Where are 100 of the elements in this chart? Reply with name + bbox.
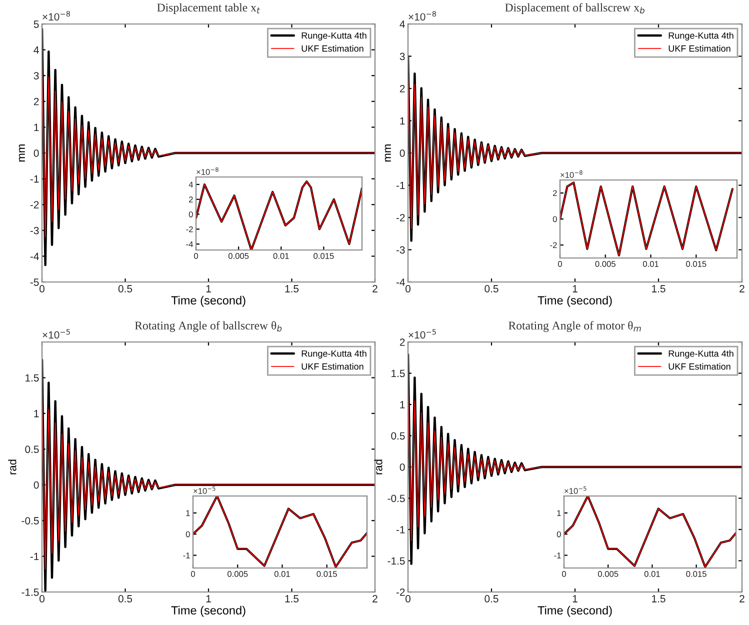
x-tick-label: 0.5: [484, 595, 498, 602]
x-tick-label: 0.015: [686, 261, 706, 267]
y-axis-title: mm: [384, 144, 391, 162]
x-tick-label: 1: [572, 595, 578, 602]
y-tick-label: -4: [186, 241, 193, 248]
legend-label: UKF Estimation: [302, 45, 364, 52]
x-tick-label: 2: [740, 285, 744, 292]
chart-title: Rotating Angle of ballscrew θ$_{b}$: [134, 321, 282, 332]
x-tick-label: 0.005: [595, 261, 616, 267]
y-tick-label: 1: [400, 117, 405, 125]
x-tick-label: 0.005: [228, 253, 249, 259]
legend-label: Runge-Kutta 4th: [302, 32, 366, 41]
text: ×10$^{−8}$: [42, 11, 70, 21]
y-tick-label: -0.5: [22, 517, 39, 524]
y-tick-label: -2: [550, 242, 557, 248]
y-tick-label: -2: [186, 226, 193, 232]
legend-label: Runge-Kutta 4th: [668, 350, 734, 359]
y-tick-label: -1: [396, 182, 405, 190]
legend-label: UKF Estimation: [302, 363, 364, 370]
y-tick-label: 0: [400, 150, 405, 157]
y-tick-label: 0: [188, 211, 193, 218]
y-tick-label: 2: [34, 98, 39, 106]
x-tick-label: 0.01: [274, 571, 290, 577]
x-tick-label: 0.015: [316, 571, 337, 577]
chart-title: Displacement of ballscrew x$_{b}$: [505, 3, 644, 14]
x-tick-label: 1: [572, 285, 578, 292]
y-tick-label: -5: [30, 278, 39, 286]
chart-title: Rotating Angle of motor θ$_{m}$: [508, 321, 641, 332]
y-tick-label: 0: [34, 481, 39, 489]
y-tick-label: 3: [400, 52, 405, 60]
x-tick-label: 0.5: [118, 285, 132, 292]
y-tick-label: -1.5: [388, 557, 405, 565]
legend-label: UKF Estimation: [668, 45, 730, 52]
x-tick-label: 2: [372, 285, 378, 292]
y-tick-label: -0.5: [388, 494, 405, 502]
x-tick-label: 2: [740, 595, 744, 602]
y-tick-label: 0: [400, 464, 405, 471]
x-tick-label: 0: [40, 595, 44, 602]
line-series: [42, 28, 375, 266]
x-tick-label: 1: [206, 285, 211, 292]
x-axis-title: Time (second): [171, 296, 246, 307]
y-tick-label: -2: [30, 201, 39, 208]
x-tick-label: 0.5: [484, 285, 498, 292]
y-tick-label: 0: [186, 531, 190, 538]
y-tick-label: 4: [34, 46, 39, 54]
x-tick-label: 0.005: [598, 571, 618, 577]
y-tick-label: 0: [552, 216, 557, 222]
y-tick-label: 0: [556, 531, 561, 538]
y-tick-label: 1: [186, 510, 190, 516]
x-tick-label: 1.5: [285, 595, 299, 602]
annotation: ×10$^{−5}$: [194, 486, 216, 494]
y-tick-label: 1: [34, 410, 39, 418]
y-tick-label: 0.5: [25, 446, 39, 454]
y-axis-title: rad: [374, 460, 382, 474]
x-tick-label: 0.01: [273, 253, 289, 259]
y-tick-label: -1: [396, 526, 405, 534]
y-tick-label: -4: [30, 252, 39, 260]
text: ×10$^{−5}$: [408, 329, 436, 339]
y-tick-label: 4: [188, 182, 193, 188]
x-tick-label: 0.005: [228, 571, 248, 577]
x-tick-label: 1.5: [652, 595, 666, 602]
x-axis-title: Time (second): [538, 606, 612, 617]
annotation: ×10$^{−8}$: [196, 167, 218, 175]
x-tick-label: 1.5: [652, 285, 666, 292]
y-tick-label: 1: [557, 510, 561, 516]
x-tick-label: 0: [562, 571, 566, 577]
y-tick-label: 4: [400, 20, 405, 28]
y-tick-label: 0.5: [391, 432, 405, 440]
chart-title: Displacement table x$_{t}$: [157, 3, 260, 14]
legend-label: Runge-Kutta 4th: [668, 32, 734, 41]
x-axis-title: Time (second): [171, 606, 246, 617]
y-tick-label: 2: [189, 196, 193, 202]
annotation: ×10$^{−5}$: [564, 486, 586, 494]
x-tick-label: 0.015: [686, 571, 706, 577]
y-axis-title: rad: [8, 460, 16, 474]
y-tick-label: 2: [400, 85, 405, 92]
y-tick-label: -4: [396, 278, 405, 286]
x-axis-title: Time (second): [538, 296, 612, 307]
text: ×10$^{−8}$: [408, 11, 436, 21]
x-tick-label: 0: [406, 285, 410, 292]
y-tick-label: -1: [554, 552, 561, 558]
text: ×10$^{−5}$: [42, 329, 70, 339]
y-axis-title: mm: [18, 144, 25, 162]
y-tick-label: 3: [34, 72, 39, 80]
y-tick-label: 1.5: [392, 370, 405, 378]
x-tick-label: 0.01: [642, 261, 658, 267]
x-tick-label: 0: [406, 595, 410, 602]
y-tick-label: 5: [34, 20, 39, 28]
legend-label: Runge-Kutta 4th: [302, 350, 366, 359]
y-tick-label: 1: [400, 401, 405, 408]
x-tick-label: 1.5: [285, 285, 299, 292]
y-tick-label: 2: [400, 338, 405, 346]
y-tick-label: 1: [34, 124, 39, 131]
annotation: ×10$^{−8}$: [560, 170, 582, 178]
x-tick-label: 0: [40, 285, 44, 292]
x-tick-label: 2: [372, 595, 378, 602]
y-tick-label: 0: [34, 150, 39, 157]
y-tick-label: -3: [396, 246, 405, 254]
x-tick-label: 0.01: [644, 571, 660, 577]
y-tick-label: -3: [30, 226, 39, 234]
